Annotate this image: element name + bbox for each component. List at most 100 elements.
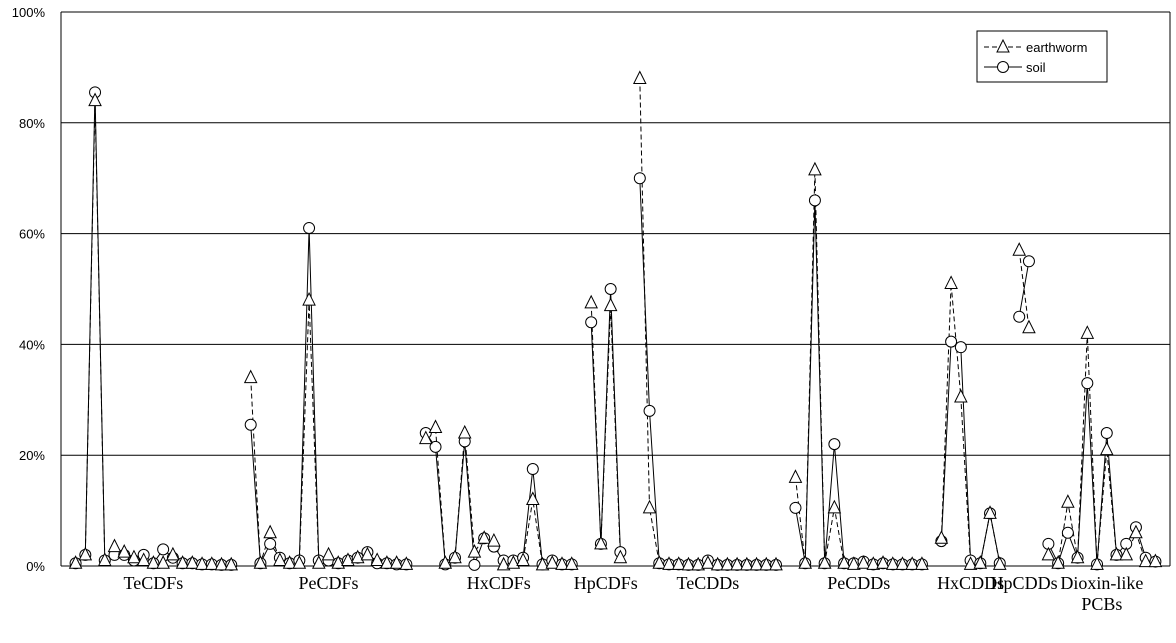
- earthworm-point: [1012, 242, 1027, 256]
- markers-earthworm: [68, 70, 1163, 571]
- earthworm-point: [603, 297, 618, 312]
- legend-box: [976, 30, 1108, 83]
- earthworm-point: [117, 544, 132, 558]
- earthworm-point: [467, 544, 482, 558]
- earthworm-point: [973, 555, 988, 569]
- earthworm-point: [1070, 549, 1085, 564]
- earthworm-point: [681, 556, 696, 571]
- soil-point: [945, 335, 958, 348]
- earthworm-point: [487, 532, 501, 547]
- earthworm-point: [642, 499, 657, 514]
- x-tick-label: HpCDDs: [991, 573, 1058, 593]
- earthworm-point: [769, 556, 783, 571]
- earthworm-point: [457, 424, 472, 439]
- earthworm-point: [1041, 546, 1056, 561]
- soil-point: [244, 418, 257, 431]
- soil-point: [585, 316, 598, 329]
- x-tick-label: HxCDDs: [937, 573, 1004, 593]
- earthworm-point: [302, 291, 316, 306]
- earthworm-point: [370, 552, 384, 566]
- soil-point: [1061, 526, 1074, 539]
- earthworm-point: [311, 555, 326, 569]
- earthworm-point: [526, 491, 540, 506]
- earthworm-point: [905, 556, 920, 570]
- earthworm-point: [418, 430, 433, 445]
- soil-point: [954, 341, 967, 354]
- earthworm-point: [107, 538, 122, 553]
- earthworm-point: [691, 556, 705, 571]
- x-tick-label: HpCDFs: [574, 573, 638, 593]
- soil-point: [633, 172, 646, 185]
- soil-point: [429, 440, 442, 453]
- earthworm-point: [983, 505, 997, 519]
- earthworm-point: [1051, 555, 1065, 569]
- earthworm-point: [944, 275, 958, 289]
- earthworm-line: [639, 78, 776, 566]
- y-tick-label: 20%: [19, 448, 45, 463]
- soil-point: [789, 501, 802, 514]
- earthworm-point: [954, 388, 968, 403]
- series-earthworm: [75, 78, 1156, 566]
- x-tick-label: Dioxin-like: [1060, 573, 1143, 593]
- earthworm-point: [1061, 494, 1075, 508]
- earthworm-point: [808, 161, 822, 176]
- earthworm-point: [652, 555, 667, 569]
- earthworm-point: [885, 556, 900, 570]
- soil-point: [604, 283, 617, 295]
- earthworm-point: [876, 555, 890, 569]
- earthworm-point: [438, 555, 453, 569]
- earthworm-point: [1119, 546, 1134, 561]
- earthworm-point: [389, 555, 404, 569]
- earthworm-point: [555, 556, 569, 570]
- earthworm-line: [75, 100, 232, 566]
- earthworm-point: [837, 555, 851, 569]
- earthworm-point: [127, 549, 141, 564]
- earthworm-line: [250, 300, 407, 565]
- earthworm-point: [963, 556, 978, 570]
- soil-point: [808, 194, 821, 207]
- earthworm-point: [740, 556, 754, 571]
- x-tick-label: PeCDDs: [827, 573, 890, 593]
- y-tick-label: 60%: [19, 227, 45, 242]
- earthworm-point: [175, 555, 190, 569]
- earthworm-point: [78, 546, 93, 561]
- earthworm-point: [166, 546, 180, 561]
- earthworm-point: [292, 555, 307, 569]
- earthworm-point: [701, 555, 715, 569]
- earthworm-point: [448, 549, 462, 564]
- earthworm-point: [798, 555, 813, 569]
- soil-point: [997, 61, 1009, 73]
- earthworm-point: [360, 546, 375, 561]
- earthworm-point: [136, 552, 151, 566]
- series-soil: [75, 92, 1156, 566]
- earthworm-point: [1022, 319, 1036, 334]
- soil-point: [468, 558, 481, 571]
- soil-line: [250, 228, 407, 566]
- soil-point: [1013, 310, 1026, 323]
- soil-point: [1022, 255, 1035, 268]
- earthworm-point: [788, 469, 803, 483]
- earthworm-point: [934, 530, 949, 544]
- earthworm-point: [282, 555, 297, 569]
- earthworm-point: [671, 556, 686, 570]
- earthworm-point: [156, 555, 170, 569]
- earthworm-point: [477, 530, 491, 544]
- x-tick-label: TeCDDs: [677, 573, 740, 593]
- earthworm-point: [827, 499, 842, 514]
- earthworm-point: [506, 555, 521, 569]
- markers-soil: [69, 86, 1162, 571]
- earthworm-point: [68, 555, 83, 569]
- earthworm-point: [895, 556, 910, 570]
- soil-point: [157, 543, 170, 556]
- soil-point: [526, 463, 539, 476]
- earthworm-point: [146, 555, 161, 569]
- earthworm-point: [243, 369, 258, 384]
- legend: earthworm soil: [976, 30, 1108, 83]
- soil-line: [75, 92, 232, 566]
- soil-line: [1018, 261, 1030, 317]
- x-tick-label: PeCDFs: [299, 573, 359, 593]
- earthworm-point: [224, 556, 239, 571]
- earthworm-point: [88, 92, 102, 107]
- earthworm-point: [214, 556, 229, 571]
